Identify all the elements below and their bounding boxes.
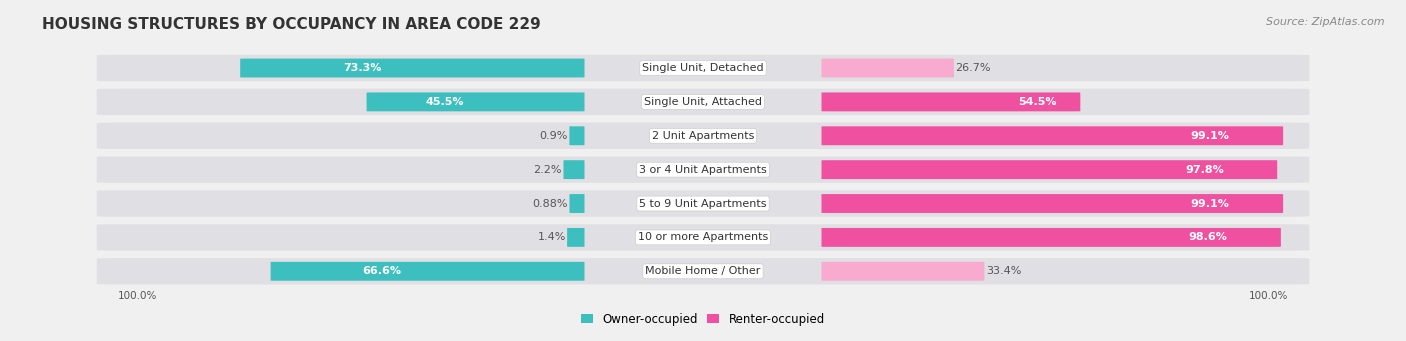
FancyBboxPatch shape <box>270 262 585 281</box>
FancyBboxPatch shape <box>367 92 585 112</box>
Text: 45.5%: 45.5% <box>425 97 464 107</box>
FancyBboxPatch shape <box>97 190 1309 217</box>
FancyBboxPatch shape <box>564 160 585 179</box>
FancyBboxPatch shape <box>821 59 953 77</box>
FancyBboxPatch shape <box>97 157 1309 183</box>
Legend: Owner-occupied, Renter-occupied: Owner-occupied, Renter-occupied <box>576 308 830 330</box>
FancyBboxPatch shape <box>821 92 1080 112</box>
Text: 97.8%: 97.8% <box>1185 165 1225 175</box>
FancyBboxPatch shape <box>97 224 1309 251</box>
FancyBboxPatch shape <box>569 126 585 145</box>
Text: 54.5%: 54.5% <box>1018 97 1057 107</box>
Text: 99.1%: 99.1% <box>1191 131 1229 141</box>
FancyBboxPatch shape <box>821 126 1284 145</box>
FancyBboxPatch shape <box>567 228 585 247</box>
FancyBboxPatch shape <box>821 228 1281 247</box>
FancyBboxPatch shape <box>821 262 984 281</box>
FancyBboxPatch shape <box>97 122 1309 149</box>
Text: Mobile Home / Other: Mobile Home / Other <box>645 266 761 276</box>
Text: 10 or more Apartments: 10 or more Apartments <box>638 233 768 242</box>
Text: HOUSING STRUCTURES BY OCCUPANCY IN AREA CODE 229: HOUSING STRUCTURES BY OCCUPANCY IN AREA … <box>42 17 541 32</box>
Text: 2 Unit Apartments: 2 Unit Apartments <box>652 131 754 141</box>
Text: 26.7%: 26.7% <box>955 63 991 73</box>
Text: 1.4%: 1.4% <box>537 233 565 242</box>
Text: 100.0%: 100.0% <box>1249 291 1289 301</box>
FancyBboxPatch shape <box>97 258 1309 284</box>
Text: 98.6%: 98.6% <box>1188 233 1227 242</box>
Text: 5 to 9 Unit Apartments: 5 to 9 Unit Apartments <box>640 198 766 209</box>
Text: 2.2%: 2.2% <box>534 165 562 175</box>
Text: 73.3%: 73.3% <box>343 63 381 73</box>
FancyBboxPatch shape <box>240 59 585 77</box>
Text: 99.1%: 99.1% <box>1191 198 1229 209</box>
Text: 0.88%: 0.88% <box>533 198 568 209</box>
FancyBboxPatch shape <box>97 89 1309 115</box>
Text: Single Unit, Attached: Single Unit, Attached <box>644 97 762 107</box>
FancyBboxPatch shape <box>569 194 585 213</box>
Text: 3 or 4 Unit Apartments: 3 or 4 Unit Apartments <box>640 165 766 175</box>
Text: 66.6%: 66.6% <box>363 266 402 276</box>
FancyBboxPatch shape <box>821 194 1284 213</box>
FancyBboxPatch shape <box>821 160 1277 179</box>
Text: 0.9%: 0.9% <box>540 131 568 141</box>
FancyBboxPatch shape <box>97 55 1309 81</box>
Text: Single Unit, Detached: Single Unit, Detached <box>643 63 763 73</box>
Text: 100.0%: 100.0% <box>118 291 157 301</box>
Text: Source: ZipAtlas.com: Source: ZipAtlas.com <box>1267 17 1385 27</box>
Text: 33.4%: 33.4% <box>986 266 1021 276</box>
